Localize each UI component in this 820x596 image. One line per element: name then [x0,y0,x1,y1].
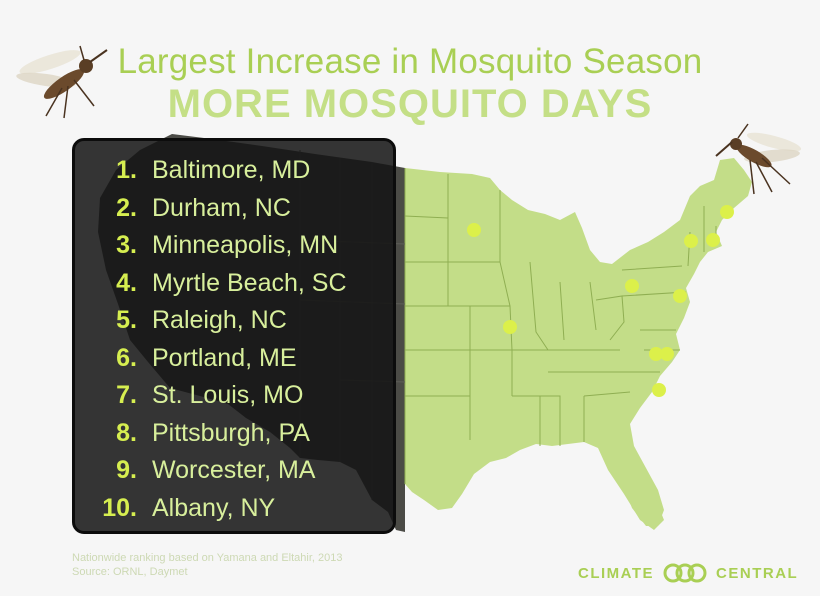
marker-albany[interactable] [684,234,698,248]
climate-central-logo-icon [663,563,707,583]
rank-city: Portland, ME [152,343,297,372]
marker-myrtle-beach[interactable] [652,383,666,397]
rank-city: Albany, NY [152,493,276,522]
ranking-list: 1. Baltimore, MD 2. Durham, NC 3. Minneapolis… [75,141,393,527]
rank-city: Pittsburgh, PA [152,418,310,447]
rank-city: Worcester, MA [152,456,316,485]
marker-portland[interactable] [720,205,734,219]
marker-worcester[interactable] [706,233,720,247]
rank-number: 4. [116,268,137,297]
ranking-item: 2. Durham, NC [75,190,393,228]
mosquito-icon [715,123,802,195]
footnote-source: Source: ORNL, Daymet [72,566,188,578]
marker-raleigh[interactable] [660,347,674,361]
rank-number: 5. [116,306,137,335]
rank-city: Durham, NC [152,193,291,222]
ranking-item: 8. Pittsburgh, PA [75,415,393,453]
footnote-ranking: Nationwide ranking based on Yamana and E… [72,552,343,564]
ranking-item: 5. Raleigh, NC [75,302,393,340]
footnote: Nationwide ranking based on Yamana and E… [72,551,343,579]
ranking-item: 9. Worcester, MA [75,452,393,490]
rank-city: Myrtle Beach, SC [152,268,347,297]
rank-number: 8. [116,418,137,447]
ranking-item: 1. Baltimore, MD [75,152,393,190]
marker-baltimore[interactable] [673,289,687,303]
marker-pittsburgh[interactable] [625,279,639,293]
rank-number: 7. [116,381,137,410]
ranking-item: 10. Albany, NY [75,490,393,528]
city-markers [467,205,734,397]
rank-number: 9. [116,456,137,485]
marker-durham[interactable] [649,347,663,361]
rank-city: Raleigh, NC [152,306,287,335]
rank-number: 3. [116,231,137,260]
ranking-item: 7. St. Louis, MO [75,377,393,415]
rank-city: Baltimore, MD [152,156,311,185]
eastern-us-region [405,158,752,526]
michigan-peninsula [552,226,592,280]
marker-st-louis[interactable] [503,320,517,334]
logo-word-climate: CLIMATE [578,564,655,582]
mosquito-icon [16,45,108,119]
ranking-item: 6. Portland, ME [75,340,393,378]
rank-number: 1. [116,156,137,185]
rank-city: Minneapolis, MN [152,231,339,260]
ranking-item: 4. Myrtle Beach, SC [75,265,393,303]
rank-number: 10. [102,493,137,522]
subtitle: MORE MOSQUITO DAYS [167,82,653,126]
rank-city: St. Louis, MO [152,381,304,410]
rank-number: 6. [116,343,137,372]
ranking-item: 3. Minneapolis, MN [75,227,393,265]
logo-word-central: CENTRAL [716,564,799,582]
climate-central-logo[interactable]: CLIMATE CENTRAL [578,563,798,583]
florida [598,448,664,530]
marker-minneapolis[interactable] [467,223,481,237]
rank-number: 2. [116,193,137,222]
ranking-panel: 1. Baltimore, MD 2. Durham, NC 3. Minneapolis… [72,138,396,534]
title: Largest Increase in Mosquito Season [117,42,703,81]
